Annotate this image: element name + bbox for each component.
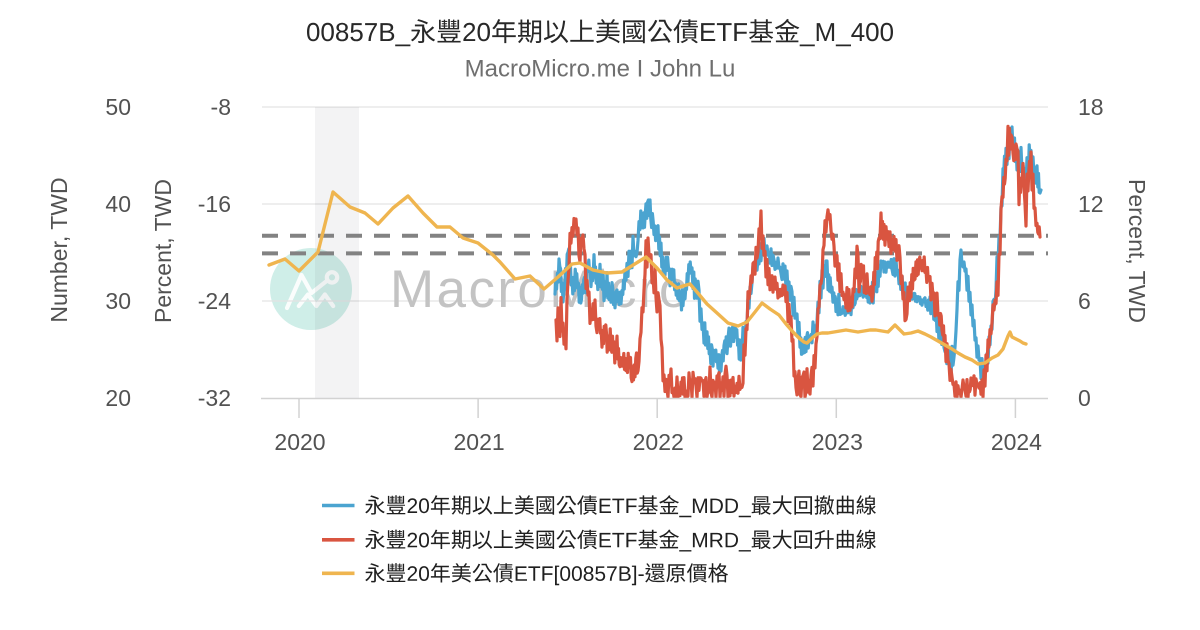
svg-text:-16: -16 [198, 191, 231, 217]
svg-text:2024: 2024 [991, 429, 1042, 455]
svg-text:18: 18 [1078, 94, 1104, 120]
svg-text:Percent, TWD: Percent, TWD [150, 179, 176, 323]
svg-text:2021: 2021 [454, 429, 505, 455]
svg-text:2020: 2020 [274, 429, 325, 455]
svg-text:-32: -32 [198, 385, 231, 411]
svg-text:0: 0 [1078, 385, 1091, 411]
svg-text:40: 40 [105, 191, 131, 217]
svg-text:50: 50 [105, 94, 131, 120]
svg-text:30: 30 [105, 288, 131, 314]
svg-text:MacroMicro.me I John Lu: MacroMicro.me I John Lu [465, 56, 736, 83]
svg-text:-24: -24 [198, 288, 231, 314]
svg-text:Number, TWD: Number, TWD [46, 177, 72, 322]
svg-text:2022: 2022 [633, 429, 684, 455]
svg-text:20: 20 [105, 385, 131, 411]
svg-text:Percent, TWD: Percent, TWD [1124, 179, 1150, 323]
svg-text:12: 12 [1078, 191, 1104, 217]
svg-text:6: 6 [1078, 288, 1091, 314]
svg-text:2023: 2023 [812, 429, 863, 455]
svg-text:-8: -8 [211, 94, 231, 120]
